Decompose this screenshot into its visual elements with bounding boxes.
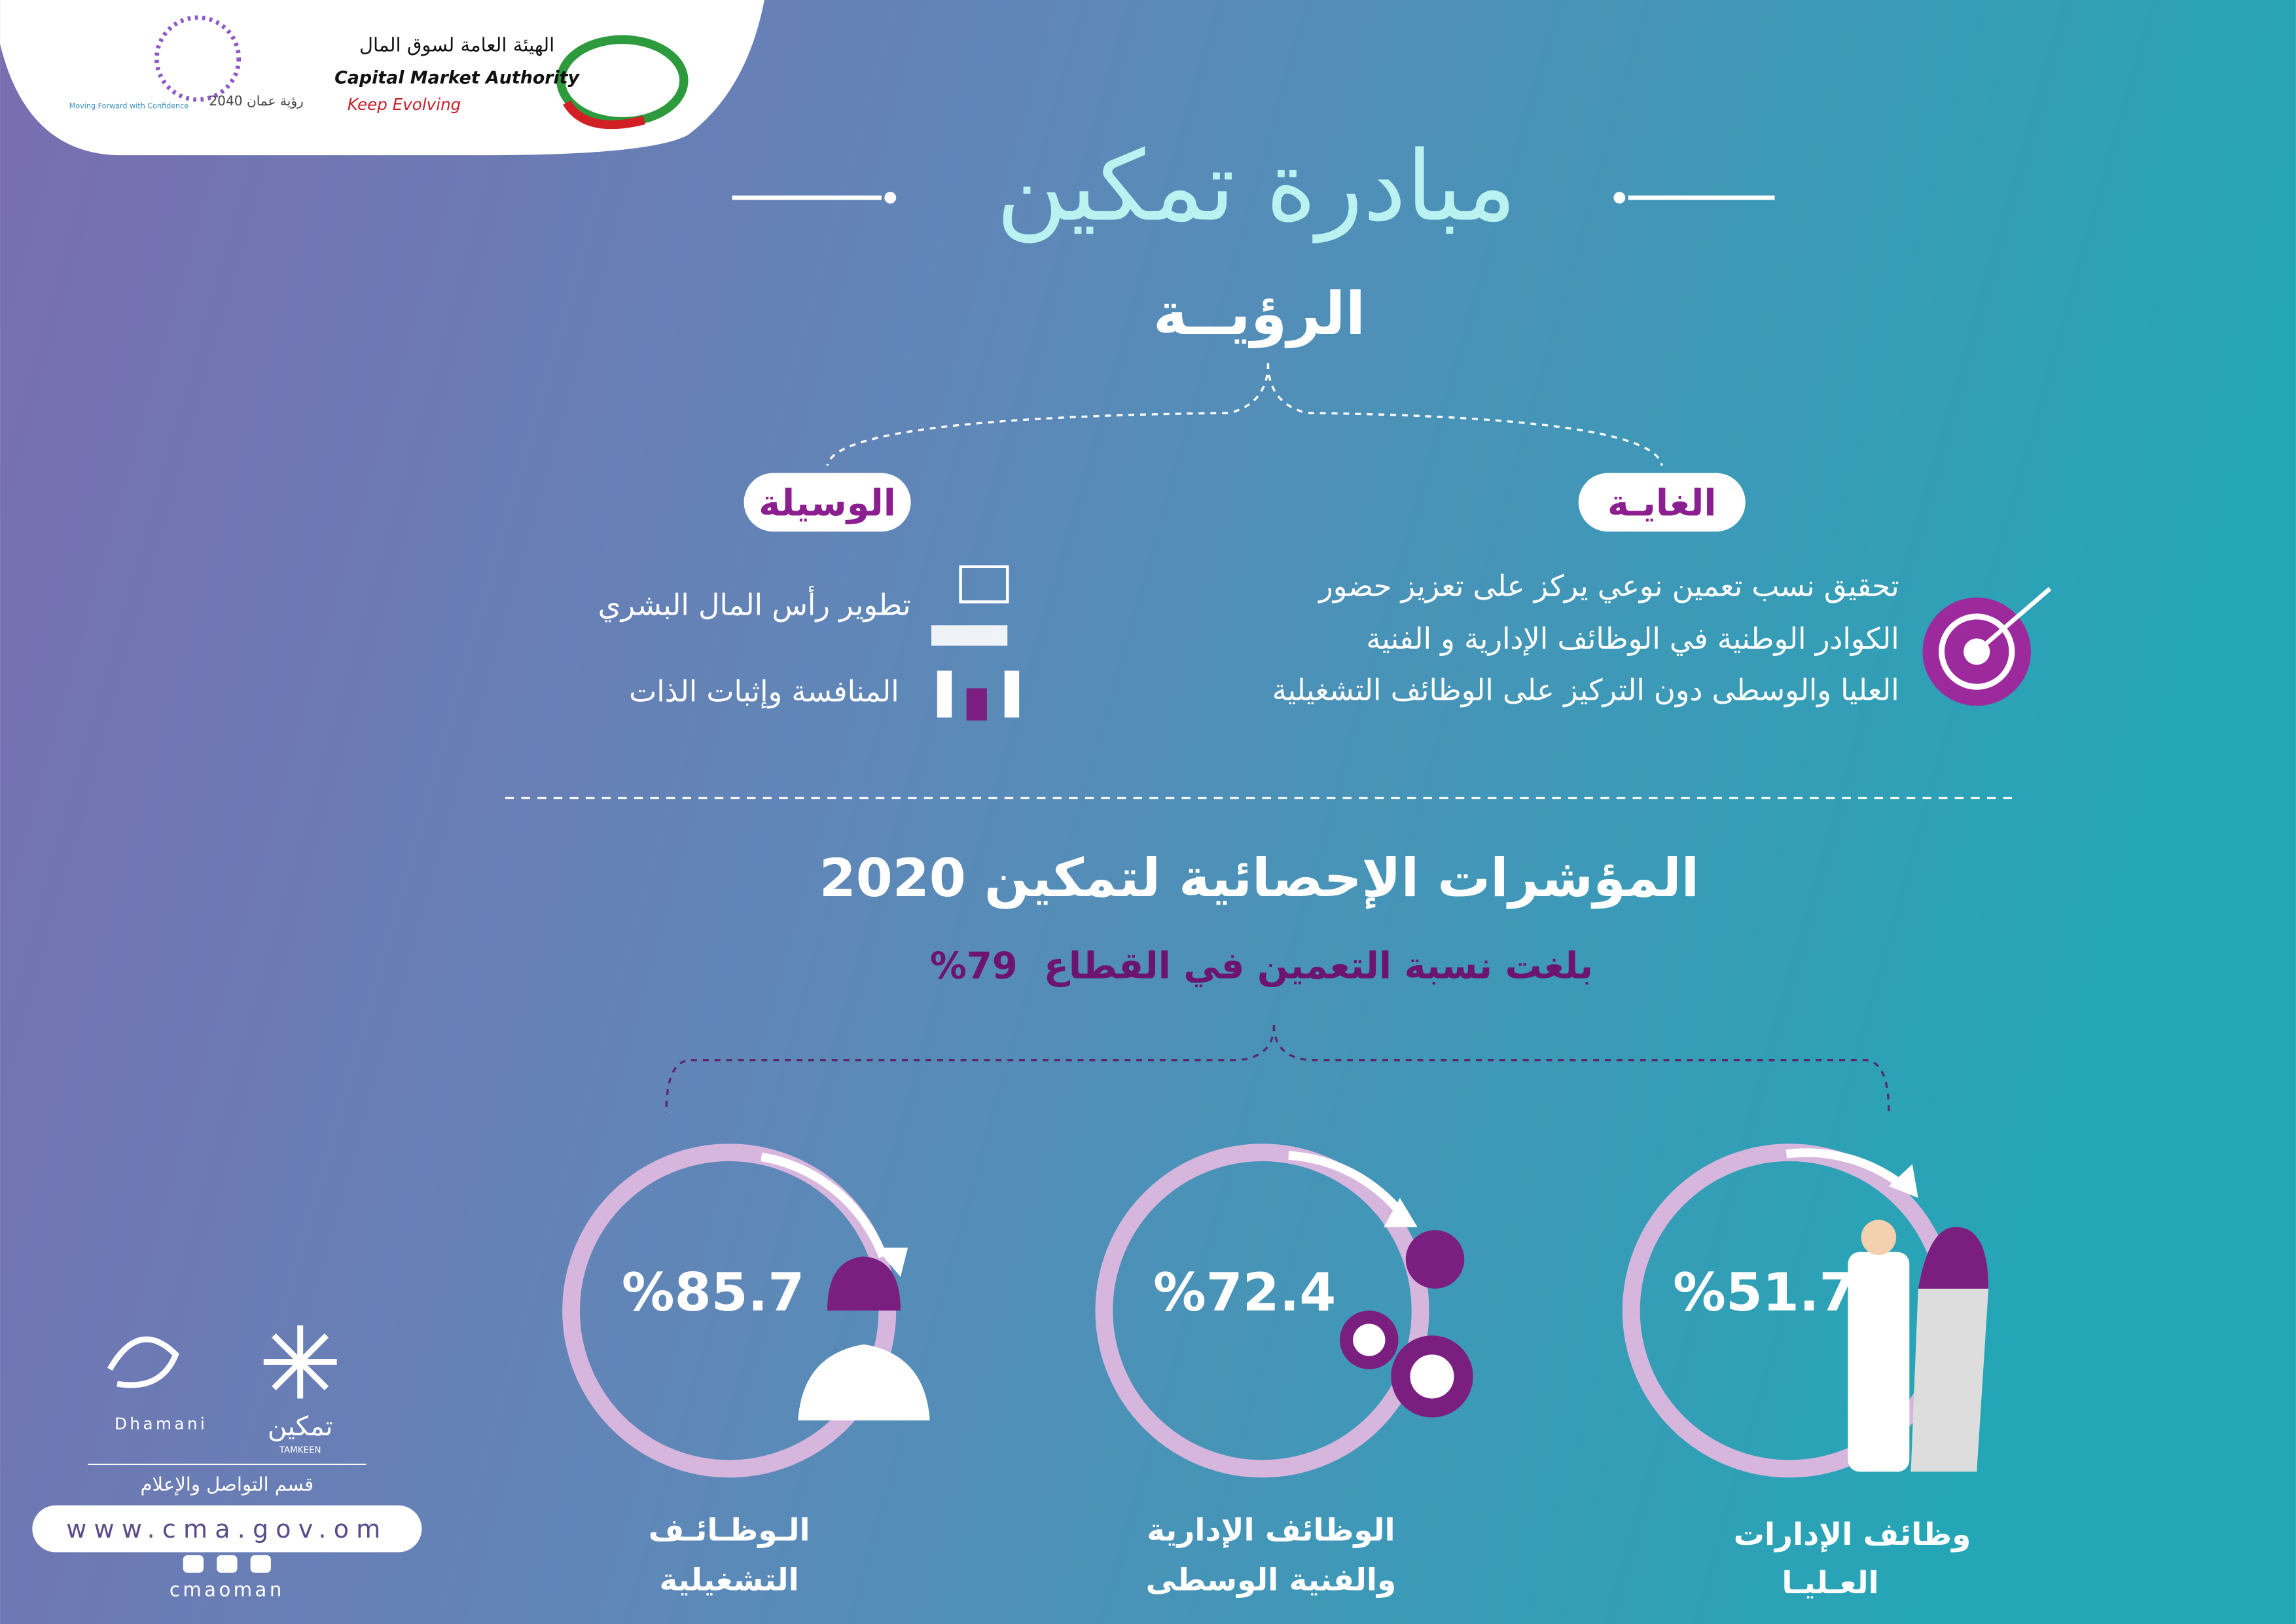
department: قسم التواصل والإعلام	[141, 1473, 314, 1496]
stats-heading: المؤشرات الإحصائية لتمكين 2020	[819, 847, 1700, 909]
cma-slogan: Keep Evolving	[348, 95, 461, 114]
means-item: المنافسة وإثبات الذات	[629, 674, 899, 709]
stat-operational: %85.7 الـوظـائـف التشغيلية	[562, 1144, 930, 1598]
handle: cmaoman	[170, 1578, 285, 1600]
training-icon	[959, 565, 1009, 604]
website: www.cma.gov.om	[66, 1515, 387, 1543]
stat-label: العـليـا	[1782, 1565, 1878, 1601]
stat-value: %85.7	[622, 1261, 804, 1323]
man-icon	[1848, 1252, 1910, 1472]
goal-label: الغايـة	[1607, 482, 1717, 524]
cma-name-ar: الهيئة العامة لسوق المال	[359, 33, 554, 56]
woman-veil	[1918, 1227, 1989, 1289]
stat-senior: %51.7 وظائف الإدارات العـليـا	[1622, 1144, 1989, 1601]
stat-label: الوظائف الإدارية	[1147, 1512, 1395, 1548]
stat-label: الـوظـائـف	[649, 1512, 810, 1548]
dhamani-logo	[107, 1336, 179, 1388]
stat-middle: %72.4 الوظائف الإدارية والفنية الوسطى	[1095, 1144, 1473, 1598]
arrow-head	[875, 1248, 908, 1277]
gear-hole	[1410, 1354, 1454, 1399]
goal-line: الكوادر الوطنية في الوظائف الإدارية و ال…	[1366, 621, 1899, 656]
goal-line: العليا والوسطى دون التركيز على الوظائف ا…	[1272, 672, 1899, 707]
vision-slogan: Moving Forward with Confidence	[69, 102, 189, 111]
vision-connector	[826, 363, 1663, 466]
competitor-icon	[1004, 670, 1020, 718]
ring-arrow	[1288, 1151, 1407, 1218]
vision-logo	[154, 15, 242, 102]
stat-value: %72.4	[1153, 1261, 1336, 1323]
youtube-icon	[217, 1555, 238, 1573]
cma-emblem-red	[563, 99, 646, 130]
worker-icon	[798, 1344, 930, 1421]
stat-label: التشغيلية	[660, 1562, 799, 1598]
target-arrow	[1975, 586, 2052, 654]
title-dot	[884, 192, 897, 204]
person-icon	[1405, 1230, 1465, 1289]
cma-name-en: Capital Market Authority	[334, 68, 580, 88]
gear-hole	[1353, 1324, 1386, 1356]
arrow-head	[1888, 1164, 1918, 1198]
ring-arrow	[761, 1152, 888, 1258]
vision-name: رؤية عمان 2040	[209, 93, 303, 109]
goal-pill	[1578, 473, 1746, 532]
means-item: تطوير رأس المال البشري	[598, 586, 911, 623]
means-pill	[744, 473, 911, 532]
tamkeen-logo	[263, 1325, 337, 1399]
vision-heading: الرؤيــة	[1153, 280, 1366, 348]
stats-connector	[665, 1025, 1890, 1113]
man-head	[1861, 1219, 1897, 1255]
dhamani-name: Dhamani	[115, 1414, 207, 1433]
goal-line: تحقيق نسب تعمين نوعي يركز على تعزيز حضور	[1318, 569, 1899, 604]
podium-icon	[966, 688, 987, 721]
stat-label: والفنية الوسطى	[1146, 1562, 1397, 1598]
tamkeen-ar: تمكين	[268, 1411, 333, 1441]
tamkeen-en: TAMKEEN	[279, 1445, 321, 1455]
ring	[1095, 1144, 1429, 1478]
ring-arrow	[1785, 1148, 1907, 1190]
helmet-icon	[827, 1256, 901, 1311]
twitter-icon	[183, 1555, 204, 1573]
title-dot	[1613, 192, 1626, 204]
target-ring	[1939, 613, 2015, 690]
instagram-icon	[250, 1555, 271, 1573]
title: مبادرة تمكين	[996, 130, 1516, 244]
competitor-icon	[937, 670, 952, 718]
arrow-head	[1384, 1197, 1418, 1227]
website-pill	[32, 1505, 422, 1553]
stat-label: وظائف الإدارات	[1734, 1517, 1971, 1553]
stats-summary: بلغت نسبة التعمين في القطاع	[1044, 945, 1593, 987]
audience-icon	[931, 625, 1008, 646]
stats-summary-value: %79	[930, 945, 1018, 987]
means-label: الوسيلة	[759, 482, 896, 524]
stat-value: %51.7	[1673, 1261, 1856, 1323]
